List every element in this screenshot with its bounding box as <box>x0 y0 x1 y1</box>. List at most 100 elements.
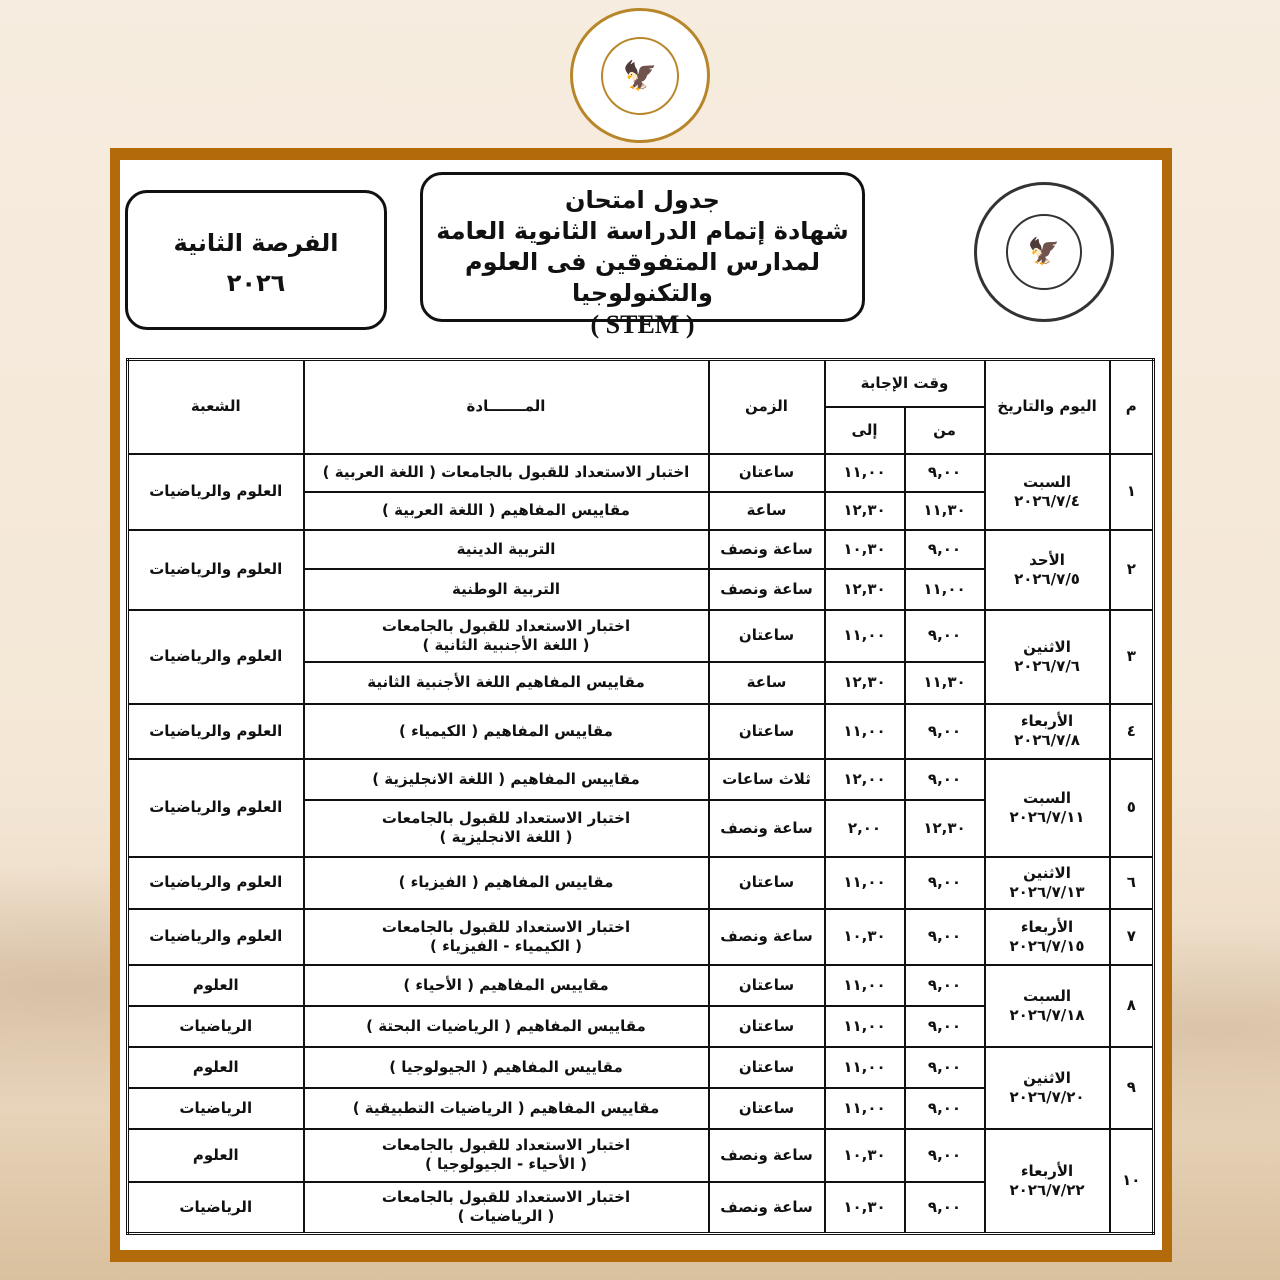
day-date-cell: الأربعاء ٢٠٢٦/٧/١٥ <box>983 907 1111 966</box>
day-name: السبت <box>1022 986 1072 1005</box>
day-name: الأربعاء <box>1020 917 1074 936</box>
chance-label: الفرصة الثانية <box>173 229 339 257</box>
title-line: جدول امتحان <box>565 186 720 214</box>
duration: ساعة ونصف <box>707 1127 826 1183</box>
time-to: ١٢,٠٠ <box>823 757 906 801</box>
title-stem: ( STEM ) <box>590 310 695 339</box>
branch: العلوم والرياضيات <box>126 608 305 705</box>
duration: ساعتان <box>707 1086 826 1130</box>
time-from: ٩,٠٠ <box>903 702 986 760</box>
table-row: ١١,٣٠ ١٢,٣٠ ساعة مقاييس المفاهيم اللغة الأج… <box>128 660 1154 705</box>
day-name: الأربعاء <box>1020 712 1074 730</box>
time-from: ٩,٠٠ <box>903 1180 986 1235</box>
exam-date: ٢٠٢٦/٧/١٨ <box>1009 1005 1085 1024</box>
ministry-logo: 🦅 <box>570 8 710 143</box>
branch: الرياضيات <box>126 1086 305 1130</box>
table-row: ٦ الاثنين ٢٠٢٦/٧/١٣ ٩,٠٠ ١١,٠٠ ساعتان مقاييس ا… <box>126 855 1155 910</box>
subject-cell: اختبار الاستعداد للقبول بالجامعات( اللغة… <box>302 798 710 858</box>
branch: الرياضيات <box>126 1180 305 1235</box>
subject-cell: مقاييس المفاهيم ( الأحياء ) <box>302 963 710 1007</box>
duration: ساعتان <box>707 855 826 910</box>
subject-line: مقاييس المفاهيم ( الفيزياء ) <box>398 873 614 891</box>
subject-cell: مقاييس المفاهيم ( اللغة العربية ) <box>302 490 710 531</box>
day-name: الاثنين <box>1023 1068 1071 1087</box>
time-to: ١٠,٣٠ <box>823 907 906 966</box>
header-num: م <box>1108 358 1155 455</box>
header-day-date: اليوم والتاريخ <box>983 358 1111 455</box>
subject-cell: مقاييس المفاهيم ( الرياضيات التطبيقية ) <box>302 1086 710 1130</box>
subject-line: اختبار الاستعداد للقبول بالجامعات <box>381 917 631 936</box>
exam-date: ٢٠٢٦/٧/١٣ <box>1009 882 1085 901</box>
subject-line: اختبار الاستعداد للقبول بالجامعات <box>381 1136 631 1154</box>
duration: ساعة ونصف <box>707 567 826 611</box>
table-row: ٩,٠٠ ١١,٠٠ ساعتان مقاييس المفاهيم ( الرياضي… <box>126 1004 1154 1048</box>
subject-line: ( اللغة الأجنبية الثانية ) <box>422 635 590 654</box>
eagle-emblem-icon: 🦅 <box>1006 214 1082 290</box>
time-to: ١١,٠٠ <box>823 855 906 910</box>
duration: ثلاث ساعات <box>707 757 826 801</box>
table-row: ١٠ الأربعاء ٢٠٢٦/٧/٢٢ ٩,٠٠ ١٠,٣٠ ساعة ونصف اخت… <box>126 1127 1155 1235</box>
table-row: ٢ الأحد ٢٠٢٦/٧/٥ ٩,٠٠ ١٠,٣٠ ساعة ونصف التربية … <box>126 528 1155 611</box>
subject-line: ( اللغة الانجليزية ) <box>439 828 573 846</box>
row-number: ٤ <box>1108 702 1155 760</box>
time-from: ٩,٠٠ <box>903 757 986 801</box>
table-row: ٨ السبت ٢٠٢٦/٧/١٨ ٩,٠٠ ١١,٠٠ ساعتان مقاييس الم… <box>126 963 1155 1048</box>
exam-schedule-sheet: 🦅 جدول امتحان شهادة إتمام الدراسة الثانو… <box>120 160 1162 1250</box>
subject-line: مقاييس المفاهيم ( اللغة الانجليزية ) <box>372 769 640 788</box>
row-number: ٥ <box>1108 757 1155 858</box>
duration: ساعة <box>707 490 826 531</box>
subject-line: ( الرياضيات ) <box>457 1207 555 1226</box>
header-duration: الزمن <box>707 358 826 455</box>
chance-year: ٢٠٢٦ <box>226 269 286 297</box>
subject-cell: التربية الدينية <box>302 528 710 570</box>
time-to: ١١,٠٠ <box>823 702 906 760</box>
exam-date: ٢٠٢٦/٧/٦ <box>1014 656 1080 675</box>
subject-cell: مقاييس المفاهيم ( الرياضيات البحتة ) <box>302 1004 710 1048</box>
day-date-cell: الأربعاء ٢٠٢٦/٧/٢٢ <box>983 1127 1111 1235</box>
subject-line: مقاييس المفاهيم ( اللغة العربية ) <box>382 501 630 519</box>
table-row: ١١,٣٠ ١٢,٣٠ ساعة مقاييس المفاهيم ( اللغة ال… <box>128 490 1154 531</box>
time-to: ١٢,٣٠ <box>823 567 906 611</box>
time-to: ١١,٠٠ <box>823 963 906 1007</box>
duration: ساعتان <box>707 702 826 760</box>
subject-line: التربية الوطنية <box>452 579 560 598</box>
time-from: ١٢,٣٠ <box>903 798 986 858</box>
time-from: ١١,٠٠ <box>903 567 986 611</box>
time-to: ١١,٠٠ <box>823 452 906 493</box>
subject-line: مقاييس المفاهيم ( الكيمياء ) <box>399 721 613 740</box>
duration: ساعتان <box>707 1004 826 1048</box>
row-number: ٢ <box>1108 528 1155 611</box>
subject-cell: مقاييس المفاهيم ( الكيمياء ) <box>302 702 710 760</box>
time-from: ٩,٠٠ <box>903 907 986 966</box>
day-date-cell: الاثنين ٢٠٢٦/٧/٦ <box>983 608 1111 705</box>
day-date-cell: الأحد ٢٠٢٦/٧/٥ <box>983 528 1111 611</box>
table-row: ٩,٠٠ ١١,٠٠ ساعتان مقاييس المفاهيم ( الرياضي… <box>126 1086 1154 1130</box>
time-to: ١١,٠٠ <box>823 1086 906 1130</box>
time-from: ٩,٠٠ <box>903 855 986 910</box>
branch: الرياضيات <box>126 1004 305 1048</box>
subject-line: اختبار الاستعداد للقبول بالجامعات ( اللغ… <box>322 463 690 481</box>
subject-cell: التربية الوطنية <box>302 567 710 611</box>
row-number: ٨ <box>1108 963 1155 1048</box>
header-subject: المـــــــادة <box>302 358 710 455</box>
time-to: ١٢,٣٠ <box>823 490 906 531</box>
subject-line: اختبار الاستعداد للقبول بالجامعات <box>381 1188 631 1207</box>
time-to: ١١,٠٠ <box>823 1004 906 1048</box>
duration: ساعتان <box>707 963 826 1007</box>
time-to: ٢,٠٠ <box>823 798 906 858</box>
day-date-cell: السبت ٢٠٢٦/٧/٤ <box>983 452 1111 531</box>
chance-box: الفرصة الثانية ٢٠٢٦ <box>125 190 387 330</box>
time-from: ٩,٠٠ <box>903 1004 986 1048</box>
branch: العلوم <box>126 1127 305 1183</box>
subject-cell: مقاييس المفاهيم ( الجيولوجيا ) <box>302 1045 710 1089</box>
row-number: ٦ <box>1108 855 1155 910</box>
table-row: ٩,٠٠ ١٠,٣٠ ساعة ونصف اختبار الاستعداد للقبو… <box>126 1180 1154 1235</box>
subject-line: مقاييس المفاهيم ( الأحياء ) <box>403 975 609 994</box>
row-number: ٣ <box>1108 608 1155 705</box>
day-date-cell: السبت ٢٠٢٦/٧/١٨ <box>983 963 1111 1048</box>
subject-cell: مقاييس المفاهيم ( اللغة الانجليزية ) <box>302 757 710 801</box>
subject-line: التربية الدينية <box>456 539 556 558</box>
subject-line: مقاييس المفاهيم ( الجيولوجيا ) <box>389 1057 623 1076</box>
day-date-cell: الأربعاء ٢٠٢٦/٧/٨ <box>983 702 1111 760</box>
row-number: ١٠ <box>1108 1127 1155 1235</box>
